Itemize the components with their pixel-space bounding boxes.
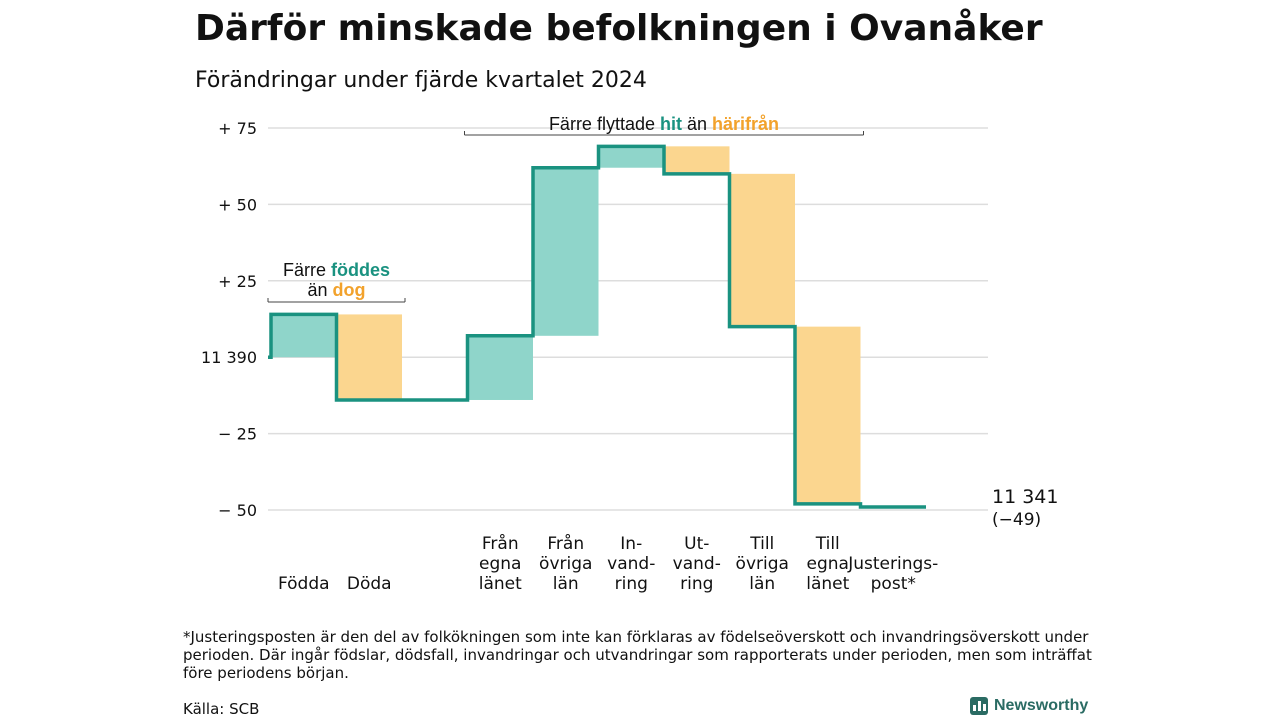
category-label: övriga (736, 554, 789, 574)
bar-1 (336, 314, 402, 400)
chart-title: Därför minskade befolkningen i Ovanåker (195, 8, 1043, 49)
cumulative-step-line (268, 144, 926, 509)
category-label: Justerings- (847, 554, 938, 574)
annotation-births-line1: Färre föddes (283, 260, 390, 280)
bar-6 (664, 146, 730, 174)
category-label: egna (807, 554, 849, 574)
bar-5 (598, 146, 664, 168)
category-label: In- (620, 534, 642, 554)
source-label: Källa: SCB (183, 700, 260, 718)
y-tick-label: + 75 (218, 119, 257, 138)
bar-7 (729, 173, 795, 327)
annotation-births-line2: än dog (307, 280, 365, 300)
category-label: Födda (278, 574, 330, 594)
y-tick-label: + 25 (218, 272, 257, 291)
newsworthy-logo-icon (970, 697, 988, 715)
footnote: *Justeringsposten är den del av folkökni… (183, 628, 1092, 682)
bar-3 (467, 335, 533, 400)
y-tick-label: 11 390 (201, 348, 257, 367)
category-label: Från (482, 533, 519, 554)
category-label: Ut- (684, 534, 709, 554)
category-label: Till (749, 534, 774, 554)
category-label: Från (547, 533, 584, 554)
category-label: post* (871, 574, 916, 594)
end-value-label: 11 341 (992, 486, 1058, 508)
category-label: län (749, 574, 775, 594)
end-change-label: (−49) (992, 510, 1041, 530)
category-label: egna (479, 554, 521, 574)
category-label: Döda (347, 574, 392, 594)
bar-0 (271, 314, 337, 358)
annotation-moves: Färre flyttade hit än härifrån (549, 114, 779, 134)
chart-subtitle: Förändringar under fjärde kvartalet 2024 (195, 68, 647, 93)
bar-4 (533, 167, 599, 336)
y-tick-label: − 50 (218, 501, 257, 520)
category-label: länet (806, 574, 849, 594)
brand-name: Newsworthy (994, 697, 1089, 714)
y-tick-label: − 25 (218, 425, 257, 444)
y-tick-label: + 50 (218, 195, 257, 214)
category-label: län (553, 574, 579, 594)
category-label: ring (680, 574, 713, 594)
category-label: länet (479, 574, 522, 594)
bar-8 (795, 326, 861, 504)
category-label: vand- (673, 554, 721, 574)
brand-logo: Newsworthy (970, 697, 1088, 715)
category-label: vand- (607, 554, 655, 574)
category-label: övriga (539, 554, 592, 574)
category-label: Till (815, 534, 840, 554)
category-label: ring (615, 574, 648, 594)
